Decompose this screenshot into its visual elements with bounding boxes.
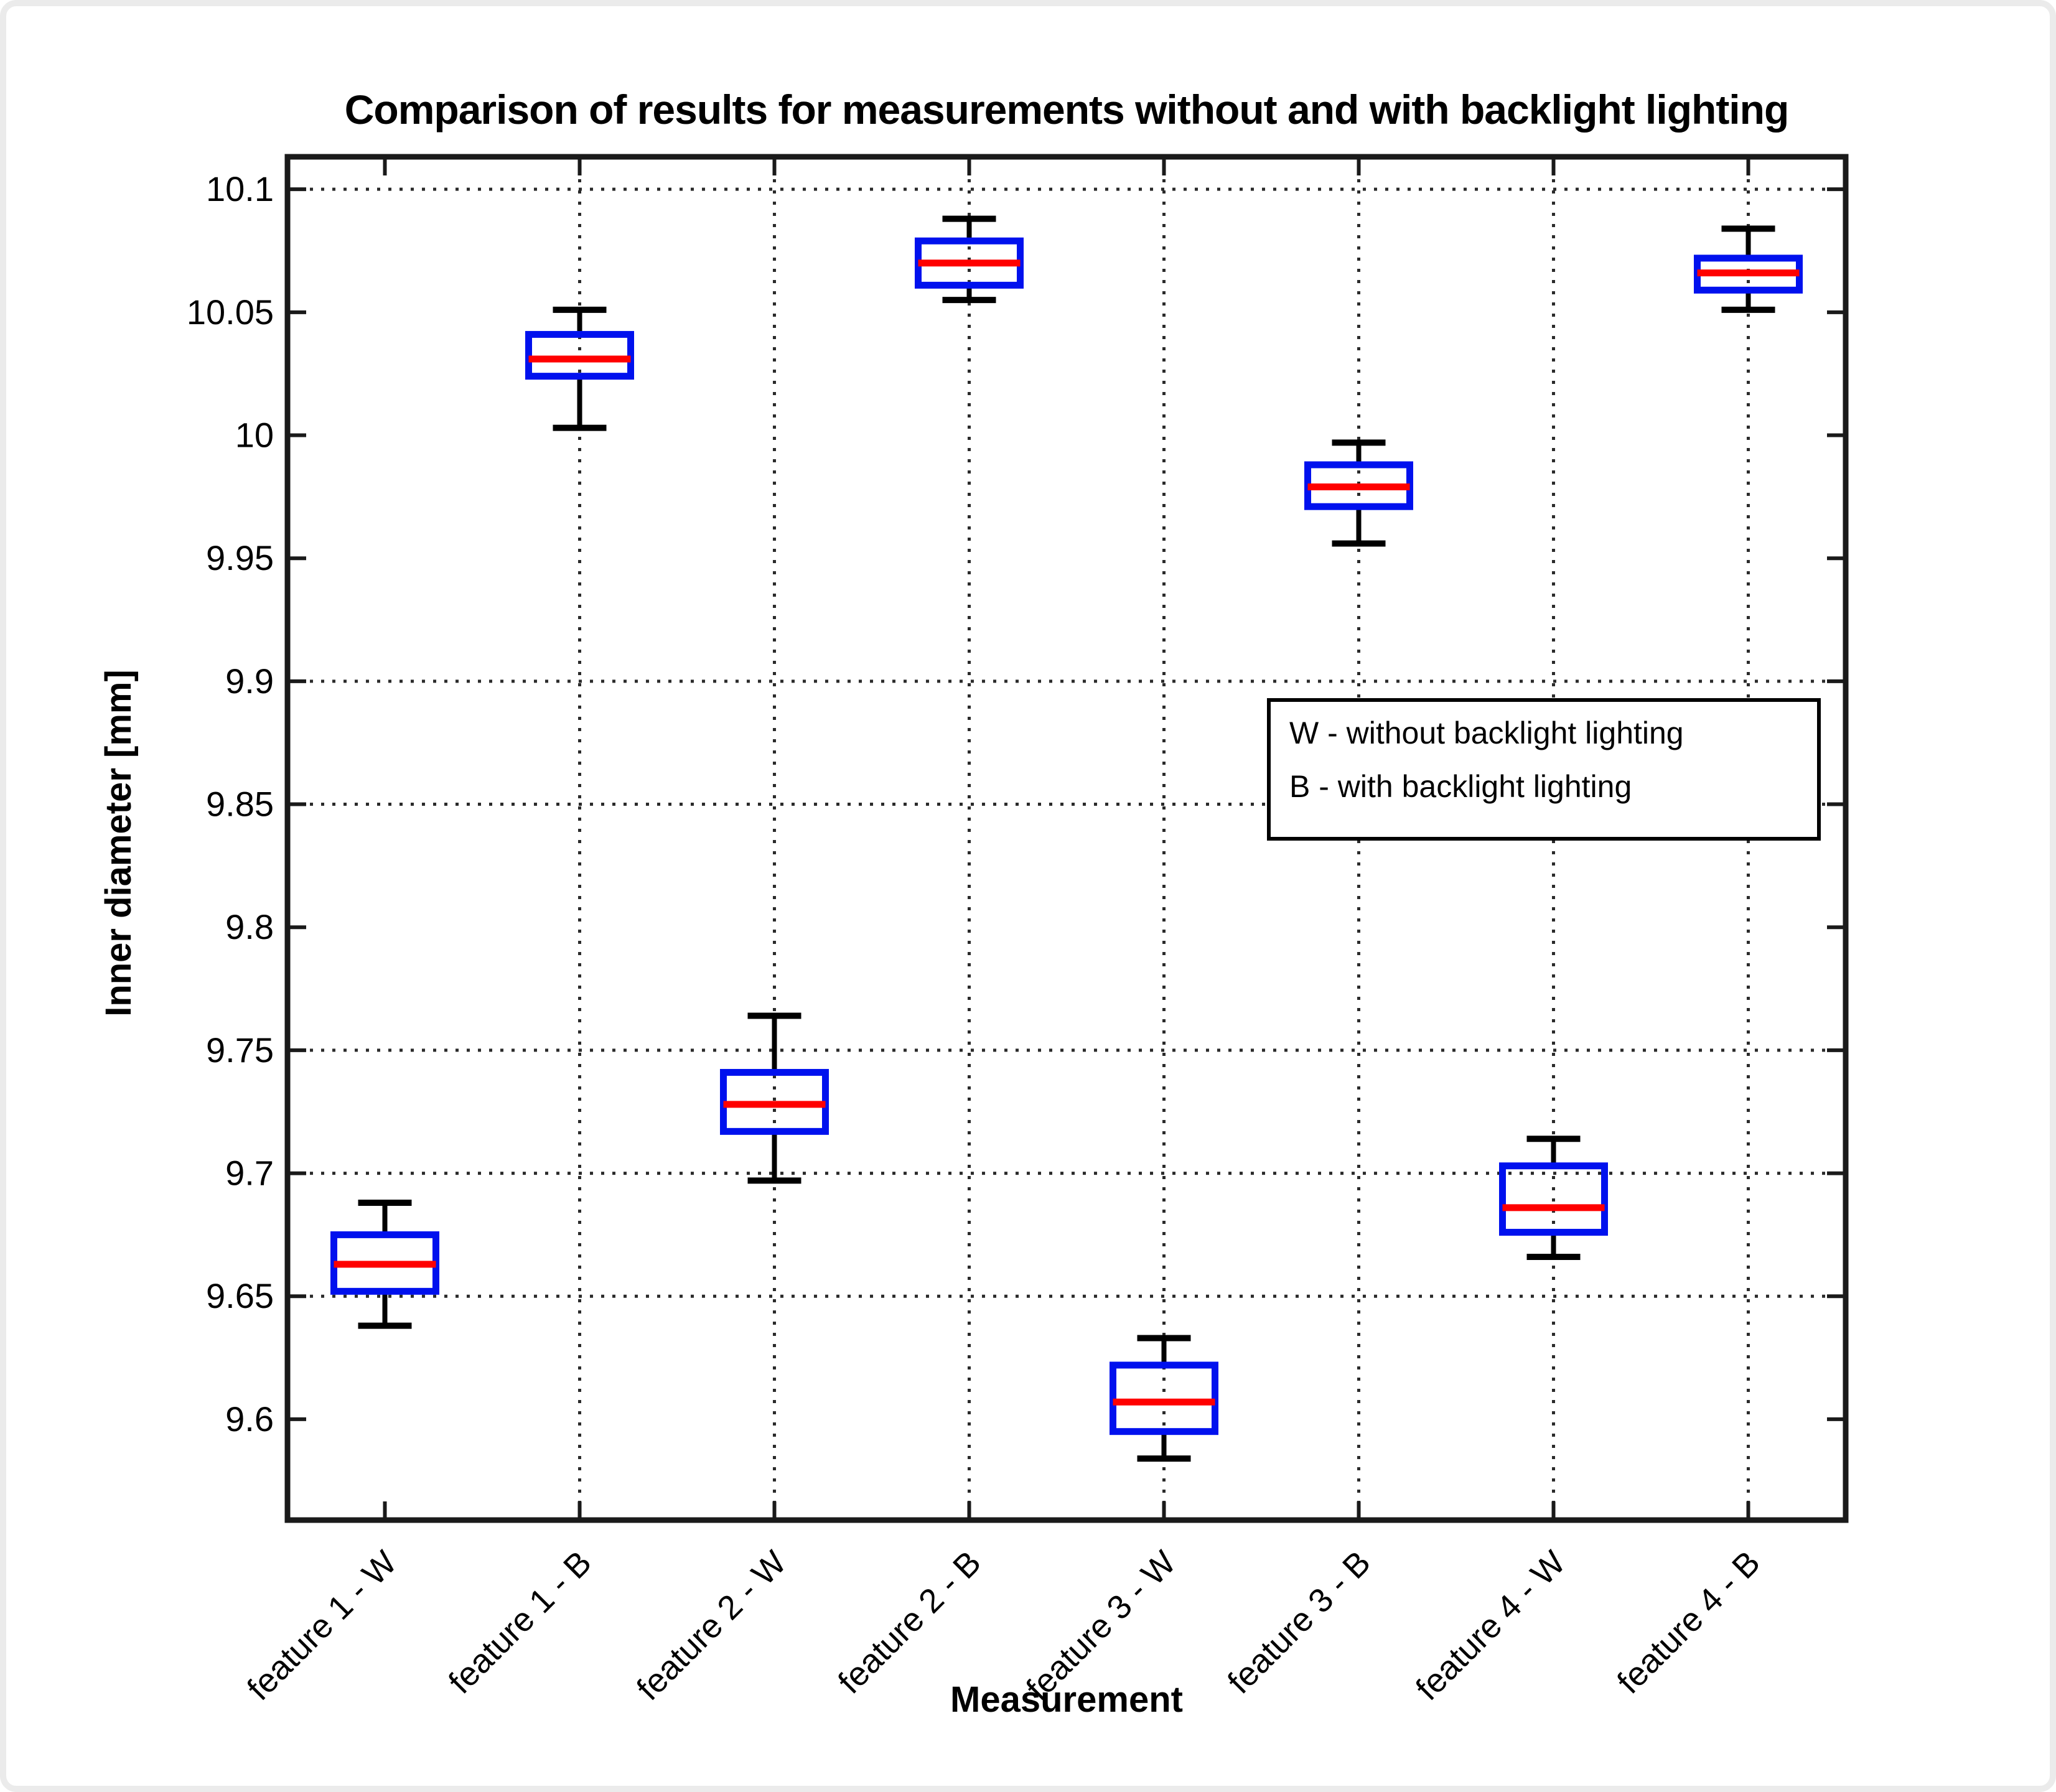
- x-tick-label: feature 4 - B: [1610, 1544, 1767, 1701]
- iqr-box: [1499, 1162, 1608, 1236]
- y-tick-label: 9.6: [225, 1399, 274, 1439]
- y-tick-label: 9.65: [206, 1276, 274, 1315]
- y-tick-label: 9.75: [206, 1030, 274, 1070]
- boxplot-feature-3---W: [1110, 1335, 1218, 1462]
- iqr-box: [525, 330, 634, 380]
- boxplot-feature-2---B: [915, 215, 1024, 304]
- boxplot-feature-4---B: [1694, 225, 1803, 313]
- boxplot-feature-1---B: [525, 306, 634, 431]
- chart-title: Comparison of results for measurements w…: [344, 86, 1790, 133]
- x-axis-label: Measurement: [950, 1679, 1183, 1720]
- y-tick-label: 10.05: [187, 292, 274, 332]
- x-tick-label: feature 2 - B: [831, 1544, 988, 1701]
- x-tick-label: feature 3 - B: [1220, 1544, 1378, 1701]
- boxplot-feature-3---B: [1304, 439, 1413, 547]
- y-tick-label: 9.9: [225, 661, 274, 701]
- x-tick-label: feature 1 - B: [441, 1544, 599, 1701]
- boxplot-feature-4---W: [1499, 1136, 1608, 1260]
- axes-frame: [284, 154, 1849, 1523]
- boxplot-feature-2---W: [720, 1012, 829, 1184]
- legend: W - without backlight lighting B - with …: [1267, 698, 1821, 841]
- y-tick-label: 10: [235, 416, 274, 455]
- y-tick-label: 9.95: [206, 538, 274, 577]
- iqr-box: [1110, 1361, 1218, 1435]
- boxplot-feature-1---W: [330, 1200, 439, 1329]
- legend-line-with-backlight: B - with backlight lighting: [1289, 769, 1632, 804]
- y-tick-label: 9.8: [225, 907, 274, 946]
- y-tick-label: 10.1: [206, 169, 274, 208]
- y-tick-label: 9.85: [206, 785, 274, 824]
- y-tick-label: 9.7: [225, 1154, 274, 1193]
- legend-line-without-backlight: W - without backlight lighting: [1289, 716, 1684, 750]
